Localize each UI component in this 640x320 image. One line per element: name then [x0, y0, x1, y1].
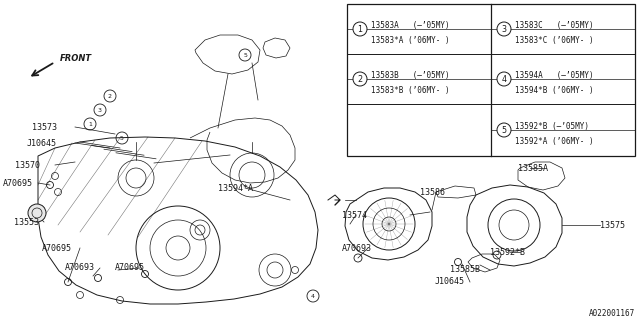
Text: 13583C   (–’05MY): 13583C (–’05MY): [515, 20, 594, 29]
Text: 13570: 13570: [15, 161, 40, 170]
Text: 13594*A: 13594*A: [218, 183, 253, 193]
Text: A70695: A70695: [42, 244, 72, 252]
Text: 13573: 13573: [32, 123, 57, 132]
Text: 4: 4: [502, 75, 506, 84]
Text: 13594*B (’06MY- ): 13594*B (’06MY- ): [515, 85, 594, 94]
Text: 13583A   (–’05MY): 13583A (–’05MY): [371, 20, 450, 29]
Text: J10645: J10645: [27, 139, 57, 148]
Text: 13585B: 13585B: [450, 266, 480, 275]
Text: 13592*B: 13592*B: [490, 247, 525, 257]
Text: 13592*B (–’05MY): 13592*B (–’05MY): [515, 122, 589, 131]
Text: 2: 2: [357, 75, 363, 84]
Text: A022001167: A022001167: [589, 309, 635, 318]
Text: 3: 3: [98, 108, 102, 113]
Text: A70695: A70695: [115, 263, 145, 273]
Text: 1: 1: [88, 122, 92, 126]
Text: FRONT: FRONT: [60, 53, 92, 62]
Text: 13592*A (’06MY- ): 13592*A (’06MY- ): [515, 137, 594, 146]
Text: 4: 4: [311, 293, 315, 299]
Text: 13574: 13574: [342, 211, 367, 220]
Text: 1: 1: [358, 25, 362, 34]
Circle shape: [497, 123, 511, 137]
Text: 13585A: 13585A: [518, 164, 548, 172]
Text: 5: 5: [120, 135, 124, 140]
Text: 13583*A (’06MY- ): 13583*A (’06MY- ): [371, 36, 450, 44]
Bar: [347, 4, 635, 156]
Circle shape: [497, 22, 511, 36]
Text: 5: 5: [501, 125, 507, 134]
Text: A70695: A70695: [3, 179, 33, 188]
Text: 13586: 13586: [420, 188, 445, 196]
Circle shape: [353, 72, 367, 86]
Text: 13594A   (–’05MY): 13594A (–’05MY): [515, 70, 594, 79]
Text: 13553: 13553: [14, 218, 39, 227]
Circle shape: [353, 22, 367, 36]
Text: A70693: A70693: [65, 263, 95, 273]
Text: 13583*C (’06MY- ): 13583*C (’06MY- ): [515, 36, 594, 44]
Text: 2: 2: [108, 93, 112, 99]
Circle shape: [497, 72, 511, 86]
Text: J10645: J10645: [435, 277, 465, 286]
Circle shape: [28, 204, 46, 222]
Text: 3: 3: [502, 25, 506, 34]
Text: 13583B   (–’05MY): 13583B (–’05MY): [371, 70, 450, 79]
Text: 5: 5: [243, 52, 247, 58]
Text: 13583*B (’06MY- ): 13583*B (’06MY- ): [371, 85, 450, 94]
Text: A70693: A70693: [342, 244, 372, 252]
Text: 13575: 13575: [600, 220, 625, 229]
